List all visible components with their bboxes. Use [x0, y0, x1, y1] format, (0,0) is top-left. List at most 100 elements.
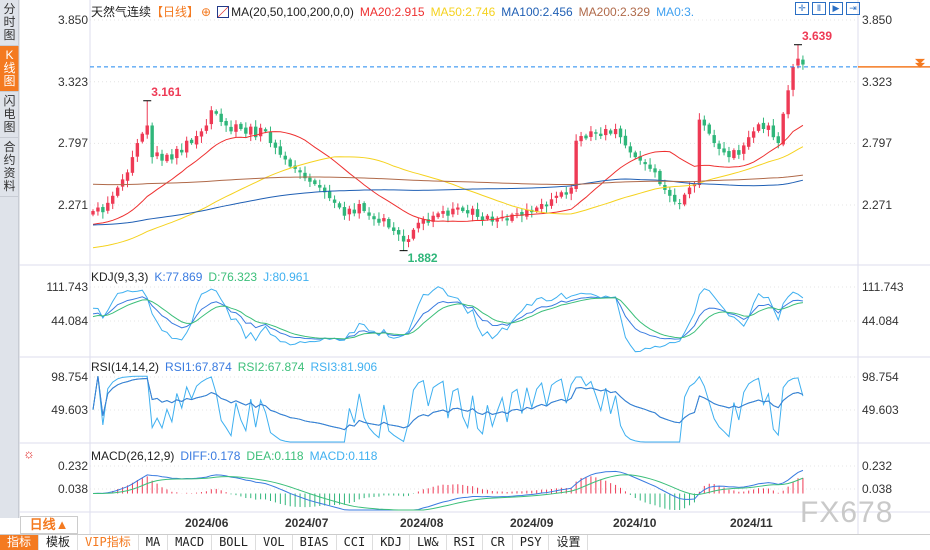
play-icon[interactable]: ▶: [829, 2, 843, 15]
candle-up: [554, 195, 559, 198]
sidebar-tab-1[interactable]: K线图: [0, 46, 19, 92]
candle-up: [604, 128, 608, 136]
toolbar-item[interactable]: KDJ: [373, 535, 410, 550]
candle-up: [115, 187, 120, 196]
candle-up: [791, 66, 795, 90]
candle-down: [313, 180, 317, 185]
candle-up: [456, 207, 460, 210]
toolbar-item[interactable]: MA: [139, 535, 169, 550]
candle-down: [594, 132, 598, 134]
candle-down: [253, 126, 258, 138]
toolbar-item[interactable]: BIAS: [293, 535, 337, 550]
rsi1: RSI1:67.874: [165, 360, 232, 374]
candle-up: [742, 145, 746, 154]
candle-down: [564, 192, 568, 195]
rsi3-line: [92, 375, 804, 443]
candle-down: [544, 204, 549, 207]
candle-up: [120, 179, 125, 187]
chart-tools: ✛ Ⅱ ▶ ⇥: [795, 2, 860, 15]
axis-tick-label: 0.038: [862, 482, 893, 496]
candle-up: [569, 187, 573, 194]
candle-up: [258, 127, 263, 137]
toolbar-item[interactable]: RSI: [447, 535, 484, 550]
toolbar-item[interactable]: CR: [483, 535, 513, 550]
candle-down: [337, 203, 342, 208]
toolbar-item[interactable]: PSY: [513, 535, 550, 550]
crosshair-icon[interactable]: ✛: [795, 2, 809, 15]
toolbar-item[interactable]: MACD: [168, 535, 213, 550]
candle-up: [525, 209, 529, 217]
date-tick-label: 2024/11: [730, 516, 773, 530]
toolbar-item[interactable]: 设置: [549, 535, 589, 550]
kdj-header: KDJ(9,3,3) K:77.869 D:76.323 J:80.961: [91, 270, 315, 284]
candle-down: [737, 150, 741, 155]
candle-up: [204, 125, 209, 131]
candle-down: [189, 139, 194, 144]
ma-settings-icon[interactable]: [217, 6, 230, 18]
kdj-k-line: [92, 296, 803, 340]
kdj-d-line: [92, 297, 803, 340]
period-label[interactable]: 【日线】: [151, 5, 200, 19]
candle-up: [682, 194, 687, 205]
candle-up: [184, 140, 189, 153]
candle-up: [746, 137, 751, 147]
exit-icon[interactable]: ⇥: [846, 2, 860, 15]
axis-tick-label: 2.797: [862, 136, 893, 151]
kdj-k: K:77.869: [154, 270, 203, 284]
toolbar-item[interactable]: 指标: [0, 535, 40, 550]
candle-up: [234, 124, 238, 132]
rsi1-line: [92, 376, 804, 431]
candle-up: [421, 219, 426, 224]
rsi2: RSI2:67.874: [237, 360, 305, 374]
toolbar-item[interactable]: VIP指标: [78, 535, 139, 550]
zoom-range-icon[interactable]: Ⅱ: [812, 2, 826, 15]
candle-up: [613, 128, 618, 135]
ma50-line: [92, 146, 804, 249]
candle-down: [608, 130, 613, 134]
ma20-line: [92, 124, 804, 225]
macd-dea: DEA:0.118: [246, 449, 304, 463]
price-extreme-label: 1.882: [407, 250, 438, 265]
add-indicator-icon[interactable]: ⊕: [201, 5, 212, 19]
sidebar-tab-3[interactable]: 合约资料: [0, 138, 19, 197]
candle-down: [367, 212, 371, 216]
axis-tick-label: 3.323: [862, 74, 893, 89]
toolbar-item[interactable]: 模板: [39, 535, 79, 550]
candle-up: [549, 199, 554, 206]
candle-up: [155, 152, 159, 157]
toolbar-item[interactable]: VOL: [256, 535, 293, 550]
candle-down: [377, 218, 381, 223]
candle-down: [303, 172, 307, 179]
toolbar-item[interactable]: LW&: [410, 535, 447, 550]
candle-down: [771, 125, 776, 138]
macd-diff-line: [92, 469, 804, 511]
sun-icon[interactable]: ☼: [23, 446, 35, 461]
candle-up: [766, 125, 771, 130]
candle-down: [461, 207, 465, 212]
candle-down: [392, 227, 396, 231]
ma0-value: MA0:3.: [656, 5, 695, 19]
candle-down: [352, 209, 356, 214]
candle-down: [712, 135, 716, 144]
candle-up: [559, 192, 564, 197]
candle-down: [214, 111, 218, 114]
candle-up: [751, 131, 756, 138]
candle-up: [96, 207, 100, 212]
candle-down: [160, 153, 164, 161]
candle-down: [387, 219, 391, 228]
candle-down: [219, 113, 223, 122]
sidebar-tab-2[interactable]: 闪电图: [0, 92, 19, 138]
candle-down: [446, 210, 450, 216]
sidebar-tab-0[interactable]: 分时图: [0, 0, 19, 46]
candle-down: [180, 149, 184, 153]
toolbar-item[interactable]: BOLL: [212, 535, 256, 550]
axis-tick-label: 0.038: [57, 482, 88, 496]
period-button[interactable]: 日线▲: [20, 516, 78, 534]
candle-up: [451, 208, 455, 215]
candle-down: [224, 121, 228, 126]
kdj-j-line: [92, 286, 804, 353]
candle-down: [776, 136, 780, 144]
toolbar-item[interactable]: CCI: [337, 535, 374, 550]
axis-tick-label: 0.232: [862, 459, 893, 473]
